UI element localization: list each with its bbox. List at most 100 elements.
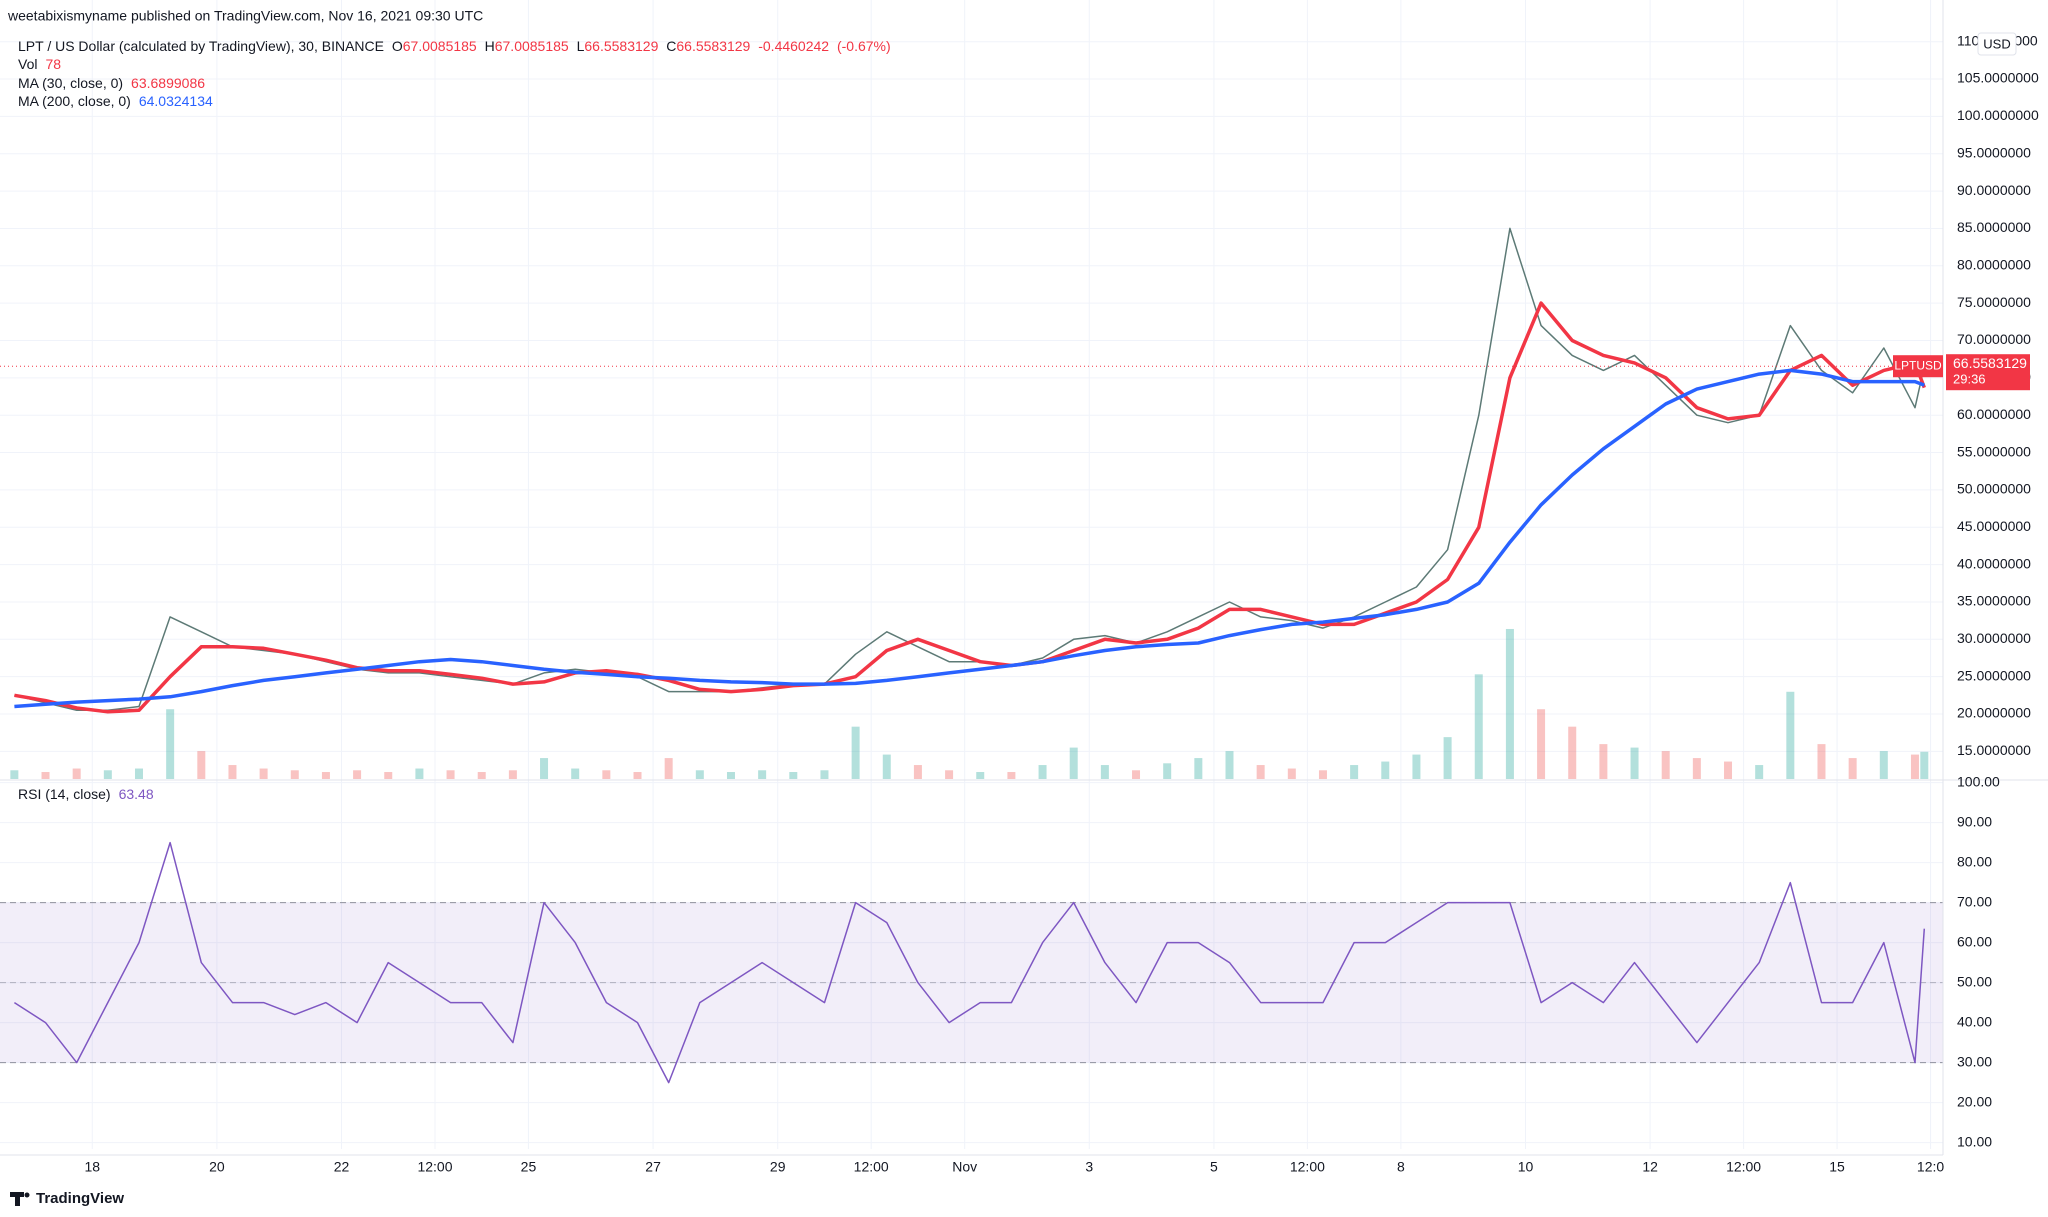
x-tick-label: 5 [1210,1159,1218,1175]
volume-bar [10,770,19,779]
volume-bar [1132,770,1141,779]
y-tick-label: 30.0000000 [1957,630,2031,646]
open: 67.0085185 [403,38,477,54]
volume-bar [695,770,704,779]
volume-bar [1256,765,1265,779]
x-tick-label: 15 [1829,1159,1845,1175]
volume-bar [290,770,299,779]
volume-bar [166,709,175,779]
x-tick-label: 12:00 [1726,1159,1761,1175]
y-tick-label: 25.0000000 [1957,667,2031,683]
volume-bar [976,772,985,779]
volume-bar [1007,772,1016,779]
y-tick-label: 20.0000000 [1957,705,2031,721]
volume-bar [1505,628,1514,779]
ohlc-label: L [577,38,585,54]
legend-rsi: RSI (14, close) 63.48 [18,786,154,802]
x-tick-label: 27 [645,1159,661,1175]
volume-bar [1287,768,1296,779]
volume-bar [134,768,143,779]
logo [15,1192,20,1206]
volume-bar [384,772,393,779]
brand-name: TradingView [36,1190,124,1207]
change: -0.4460242 [758,38,829,54]
high: 67.0085185 [495,38,569,54]
volume-bar [1920,751,1929,779]
y-tick-label: 95.0000000 [1957,144,2031,160]
value: 63.6899086 [131,75,205,91]
legend-volume: Vol 78 [18,56,61,72]
volume-bar [664,758,673,779]
currency-box[interactable] [1977,32,2017,56]
y-tick-label: 55.0000000 [1957,443,2031,459]
volume-bar [353,770,362,779]
x-tick-label: 8 [1397,1159,1405,1175]
volume-bar [321,772,330,779]
y-tick-label: 60.0000000 [1957,406,2031,422]
volume-bar [1568,726,1577,779]
grid [0,0,1943,1149]
value: 78 [45,56,61,72]
y-tick-label: 90.0000000 [1957,182,2031,198]
y-tick-label: 100.0000000 [1957,107,2039,123]
change-pct: (-0.67%) [837,38,891,54]
volume-bar [1537,709,1546,779]
volume-bar [1443,737,1452,779]
volume-bar [1692,758,1701,779]
volume-bar [1100,765,1109,779]
volume-bar [1163,763,1172,779]
y-tick-label: 30.00 [1957,1053,1992,1069]
y-tick-label: 75.0000000 [1957,294,2031,310]
volume-bar [1661,751,1670,779]
ohlc-label: C [666,38,676,54]
x-tick-label: 12:0 [1917,1159,1944,1175]
y-tick-label: 70.00 [1957,893,1992,909]
volume-bar [446,770,455,779]
axes: 18 20 22 12:00 25 27 29 12:00 Nov 3 5 12:00 8 10 12 12:… [84,32,2038,1174]
volume-bar [259,768,268,779]
y-tick-label: 40.00 [1957,1013,1992,1029]
publisher: weetabixismyname published on TradingVie… [7,8,483,24]
marks [0,227,1943,1084]
volume-bar [508,770,517,779]
price-label: 66.5583129 [1953,355,2027,371]
label: MA (30, close, 0) [18,75,123,91]
x-tick-label: 12:00 [854,1159,889,1175]
x-tick-label: 18 [84,1159,100,1175]
volume-bar [820,770,829,779]
label: RSI (14, close) [18,786,111,802]
ma-line [14,368,1925,709]
label: Vol [18,56,37,72]
y-tick-label: 50.0000000 [1957,481,2031,497]
currency[interactable]: USD [1983,36,2010,51]
x-tick-label: 12:00 [1290,1159,1325,1175]
x-tick-label: 3 [1085,1159,1093,1175]
volume-bar [1879,751,1888,779]
volume-bar [1848,758,1857,779]
logo [24,1192,30,1198]
y-tick-label: 100.00 [1957,773,2000,789]
y-tick-label: 80.00 [1957,853,1992,869]
close: 66.5583129 [676,38,750,54]
volume-bar [758,770,767,779]
volume-bar [945,770,954,779]
volume-bar [72,768,81,779]
volume-bar [103,770,112,779]
y-tick-label: 80.0000000 [1957,256,2031,272]
legend-main: LPT / US Dollar (calculated by TradingVi… [18,38,891,54]
price-box [1946,354,2030,391]
ohlc-label: H [485,38,495,54]
legend-ma200: MA (200, close, 0) 64.0324134 [18,93,213,109]
legend-ma30: MA (30, close, 0) 63.6899086 [18,75,205,91]
x-tick-label: 25 [521,1159,537,1175]
volume-bar [571,768,580,779]
x-tick-label: 20 [209,1159,225,1175]
y-tick-label: 15.0000000 [1957,742,2031,758]
y-tick-label: 70.0000000 [1957,331,2031,347]
y-tick-label: 20.00 [1957,1093,1992,1109]
title: LPT / US Dollar (calculated by TradingVi… [18,38,384,54]
volume-bar [1474,674,1483,779]
volume-bar [1194,758,1203,779]
volume-bar [477,772,486,779]
